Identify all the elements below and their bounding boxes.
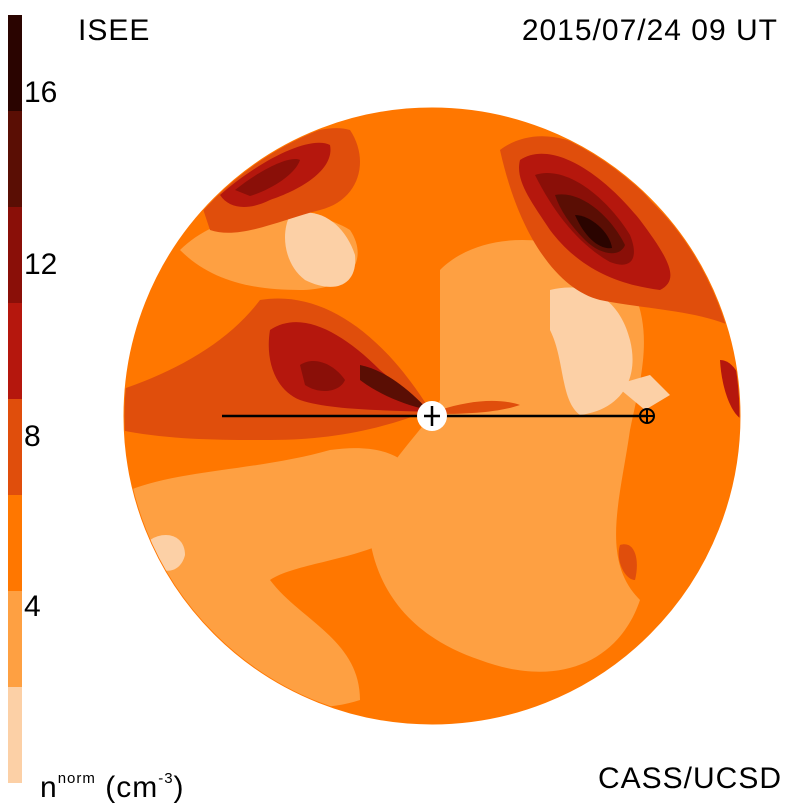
sun-marker — [417, 401, 447, 431]
colorbar-band — [8, 399, 22, 495]
colorbar-tick-4: 4 — [24, 590, 41, 623]
colorbar-band — [8, 207, 22, 303]
colorbar-band — [8, 15, 22, 111]
unit-label: nnorm (cm-3) — [40, 770, 185, 804]
map-title: ISEE — [78, 14, 151, 47]
colorbar-tick-12: 12 — [24, 248, 58, 281]
colorbar-band — [8, 303, 22, 399]
earth-marker — [639, 408, 655, 424]
colorbar — [8, 15, 22, 783]
colorbar-band — [8, 687, 22, 783]
timestamp: 2015/07/24 09 UT — [521, 14, 778, 47]
colorbar-band — [8, 111, 22, 207]
credit-label: CASS/UCSD — [597, 762, 782, 795]
colorbar-band — [8, 495, 22, 591]
colorbar-tick-8: 8 — [24, 420, 41, 453]
colorbar-tick-16: 16 — [24, 76, 58, 109]
colorbar-band — [8, 591, 22, 687]
